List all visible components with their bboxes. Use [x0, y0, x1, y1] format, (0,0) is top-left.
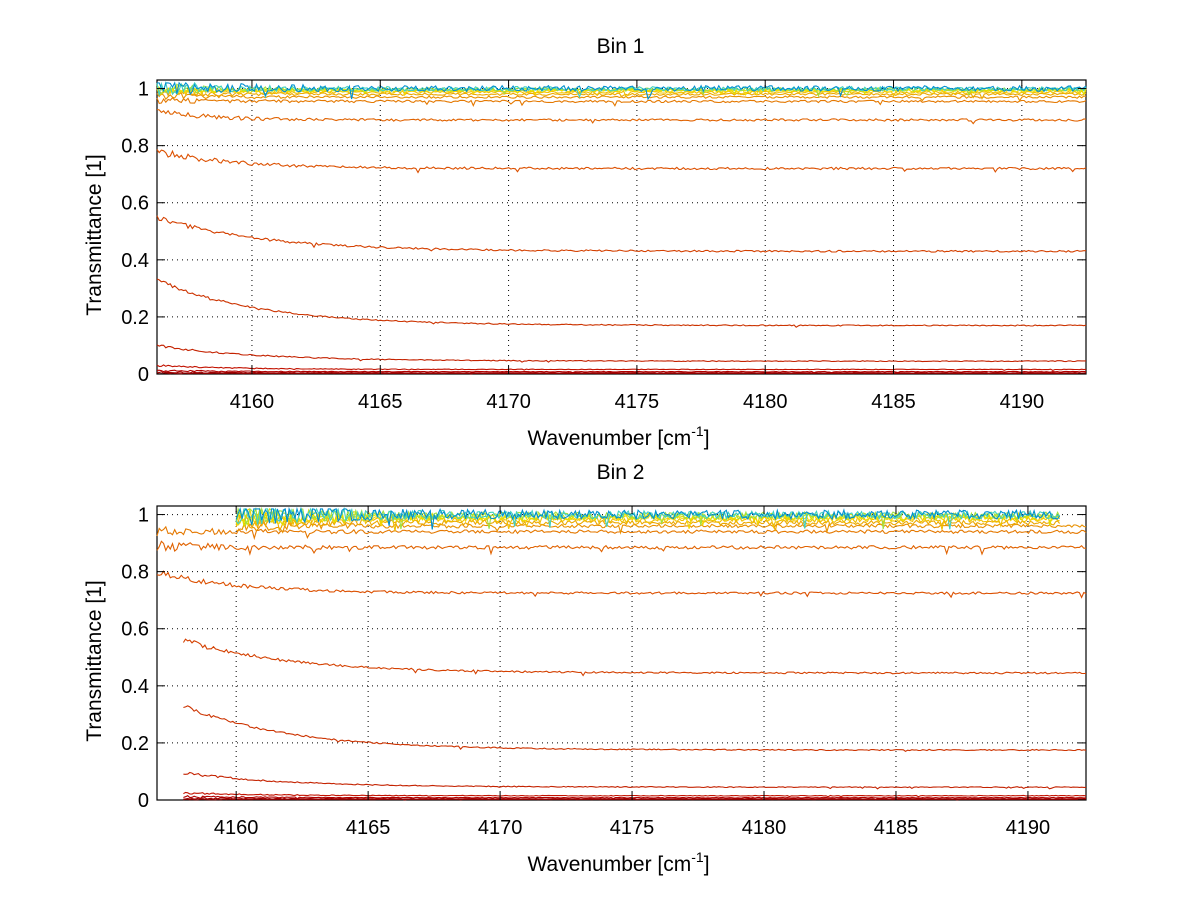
series-line [183, 797, 1087, 801]
x-tick-label: 4170 [486, 391, 531, 413]
series-line [156, 369, 1086, 374]
y-tick-label: 0.8 [121, 562, 149, 584]
x-tick-label: 4180 [742, 817, 787, 839]
x-tick-label: 4175 [610, 817, 655, 839]
x-axis-label-main: Wavenumber [cm [527, 853, 691, 876]
x-tick-label: 4180 [743, 391, 788, 413]
x-tick-label: 4160 [230, 391, 275, 413]
x-tick-label: 4160 [214, 817, 259, 839]
series-line [183, 771, 1086, 790]
series-line [235, 508, 1061, 529]
x-tick-label: 4165 [358, 391, 403, 413]
series-line [156, 570, 1087, 599]
series-line [156, 344, 1086, 363]
y-tick-label: 0.2 [121, 733, 149, 755]
chart-title: Bin 1 [597, 35, 645, 58]
series-line [156, 540, 1086, 556]
grid [157, 506, 1086, 801]
series-group [156, 80, 1087, 375]
x-tick-label: 4190 [1000, 391, 1045, 413]
series-line [156, 89, 1087, 100]
series-line [156, 371, 1087, 375]
x-tick-label: 4185 [874, 817, 919, 839]
chart-bin-2: 4160 4165 4170 4175 4180 4185 4190 0 0.2 0.4 0.6 0.… [83, 461, 1087, 876]
y-axis-label: Transmittance [1] [83, 580, 106, 741]
x-axis-label-suffix: ] [704, 853, 710, 876]
series-group [156, 506, 1087, 801]
chart-title: Bin 2 [597, 461, 645, 484]
series-line [183, 795, 1086, 800]
series-line [156, 278, 1087, 328]
y-tick-label: 0 [138, 790, 149, 812]
series-line [156, 149, 1087, 174]
x-axis-label-superscript: -1 [691, 423, 704, 439]
series-line [235, 511, 1060, 532]
series-line [236, 520, 1087, 535]
series-line [235, 506, 1061, 530]
y-tick-label: 1 [138, 505, 149, 527]
series-line [157, 81, 1087, 101]
x-axis-label: Wavenumber [cm-1] [527, 849, 709, 876]
y-tick-label: 0.6 [121, 619, 149, 641]
y-axis-label: Transmittance [1] [83, 154, 106, 315]
x-axis-label-superscript: -1 [691, 849, 704, 865]
chart-bin-1: 4160 4165 4170 4175 4180 4185 4190 0 0.2 0.4 0.6 0.… [83, 35, 1087, 450]
y-tick-label: 0.8 [121, 136, 149, 158]
ticks: 4160 4165 4170 4175 4180 4185 4190 0 0.2 0.4 0.6 0.… [121, 79, 1086, 413]
y-tick-label: 0.2 [121, 307, 149, 329]
x-axis-label-main: Wavenumber [cm [527, 427, 691, 450]
x-tick-label: 4185 [871, 391, 916, 413]
ticks: 4160 4165 4170 4175 4180 4185 4190 0 0.2 0.4 0.6 0.… [121, 505, 1086, 839]
series-line [182, 638, 1087, 677]
series-line [156, 96, 1087, 107]
series-line [156, 364, 1087, 372]
series-line [183, 791, 1087, 798]
x-tick-label: 4190 [1006, 817, 1051, 839]
y-tick-label: 0 [138, 364, 149, 386]
series-line [183, 705, 1087, 752]
y-tick-label: 0.6 [121, 193, 149, 215]
y-tick-label: 0.4 [121, 250, 149, 272]
axes-frame [156, 79, 1087, 375]
x-tick-label: 4165 [346, 817, 391, 839]
axes-frame [156, 505, 1087, 801]
x-axis-label: Wavenumber [cm-1] [527, 423, 709, 450]
y-tick-label: 1 [138, 79, 149, 101]
x-tick-label: 4170 [478, 817, 523, 839]
series-line [156, 215, 1086, 253]
series-line [156, 108, 1087, 125]
x-axis-label-suffix: ] [704, 427, 710, 450]
y-tick-label: 0.4 [121, 676, 149, 698]
x-tick-label: 4175 [615, 391, 660, 413]
